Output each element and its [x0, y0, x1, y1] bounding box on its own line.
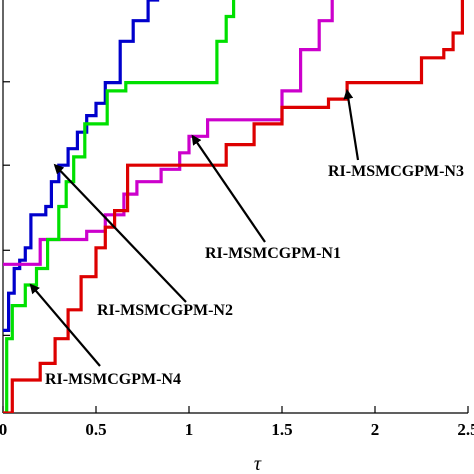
annotation-arrow: [191, 134, 266, 243]
x-tick-label: 2: [371, 420, 380, 439]
x-tick-label: 1: [185, 420, 194, 439]
annotation-label: RI-MSMCGPM-N2: [97, 302, 233, 319]
series-line-ri-msmcgpm-n3: [3, 0, 464, 413]
series-line-ri-msmcgpm-n1: [3, 0, 334, 266]
x-tick-label: 0.5: [85, 420, 106, 439]
x-axis-label: τ: [254, 453, 262, 474]
annotation-arrow: [343, 88, 360, 161]
annotation-arrow: [29, 283, 101, 367]
annotation-label: RI-MSMCGPM-N3: [328, 163, 464, 180]
annotation-arrow: [53, 163, 187, 303]
series-group: [3, 0, 464, 413]
annotation-label: RI-MSMCGPM-N4: [45, 371, 181, 388]
annotation-label: RI-MSMCGPM-N1: [205, 245, 341, 262]
x-tick-label: 2.5: [457, 420, 474, 439]
x-tick-label: 1.5: [271, 420, 292, 439]
series-line-ri-msmcgpm-n4: [3, 0, 236, 413]
x-tick-label: 0: [0, 420, 7, 439]
